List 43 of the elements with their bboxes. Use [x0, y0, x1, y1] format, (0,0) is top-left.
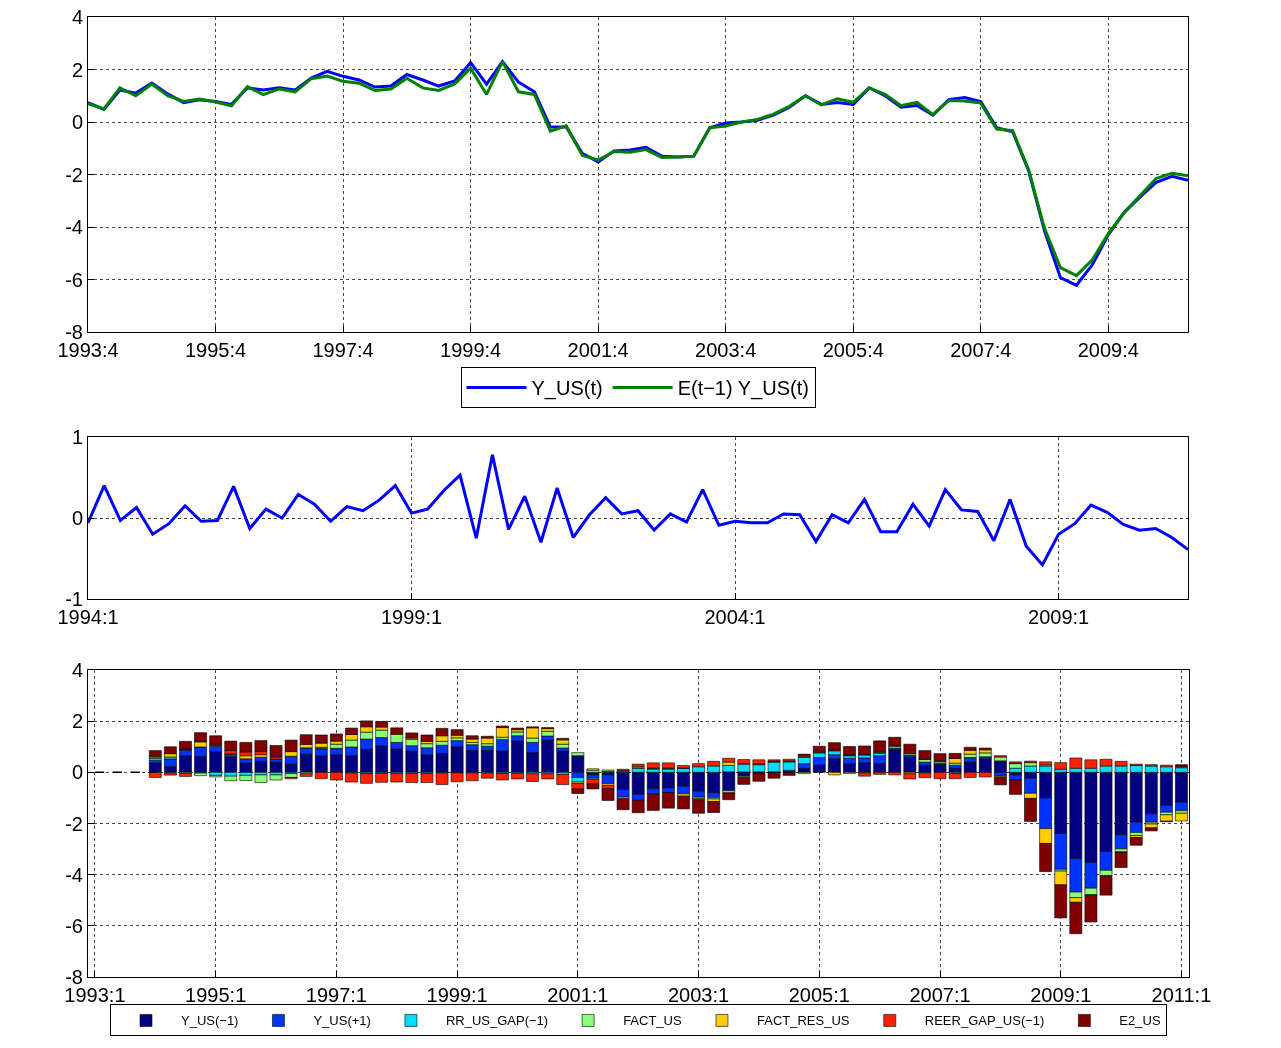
y-tick-label: 0	[71, 111, 83, 133]
x-tick-label: 1999:1	[426, 984, 488, 1006]
legend-label: Y_US(+1)	[313, 1013, 371, 1029]
legend-label: REER_GAP_US(−1)	[924, 1013, 1045, 1029]
y-tick-label: 4	[71, 659, 83, 681]
y-tick-label: -2	[65, 163, 83, 186]
y-tick-label: 0	[71, 761, 83, 784]
legend-label: RR_US_GAP(−1)	[445, 1013, 549, 1029]
x-tick-label: 1999:1	[380, 606, 443, 628]
x-tick-label: 1995:4	[184, 339, 247, 361]
x-tick-label: 2001:1	[547, 984, 609, 1006]
legend-label: FACT_RES_US	[756, 1013, 850, 1029]
x-tick-label: 2003:1	[667, 984, 730, 1006]
y-tick-label: 0	[71, 507, 83, 529]
x-tick-label: 2003:4	[695, 339, 757, 361]
x-tick-label: 2011:1	[1151, 984, 1212, 1006]
legend-label: E2_US	[1119, 1013, 1161, 1029]
x-tick-label: 2001:4	[567, 339, 629, 361]
x-tick-label: 2009:1	[1028, 606, 1090, 628]
x-tick-label: 2007:1	[909, 984, 971, 1006]
y-tick-label: -4	[65, 216, 83, 238]
y-tick-label: 4	[71, 6, 83, 28]
x-tick-label: 1997:4	[312, 339, 374, 361]
x-tick-label: 2005:1	[788, 984, 850, 1006]
y-tick-label: 2	[71, 710, 83, 733]
x-tick-label: 1999:4	[440, 339, 502, 361]
x-tick-label: 2005:4	[822, 339, 884, 361]
y-tick-label: 2	[71, 58, 83, 81]
x-tick-label: 1997:1	[305, 984, 367, 1006]
y-tick-label: -2	[65, 812, 83, 835]
y-tick-label: 1	[71, 426, 83, 448]
y-tick-label: -6	[65, 914, 83, 937]
x-tick-label: 1995:1	[185, 984, 247, 1006]
x-tick-label: 2004:1	[704, 606, 766, 628]
y-tick-label: -6	[65, 268, 83, 291]
legend-label: E(t−1) Y_US(t)	[677, 377, 809, 401]
x-tick-label: 2009:1	[1030, 984, 1092, 1006]
legend-label: Y_US(−1)	[181, 1013, 239, 1029]
x-tick-label: 2009:4	[1077, 339, 1139, 361]
x-tick-label: 2007:4	[950, 339, 1012, 361]
y-tick-label: -4	[65, 863, 83, 886]
legend-label: Y_US(t)	[531, 377, 603, 401]
legend-label: FACT_US	[623, 1013, 682, 1029]
